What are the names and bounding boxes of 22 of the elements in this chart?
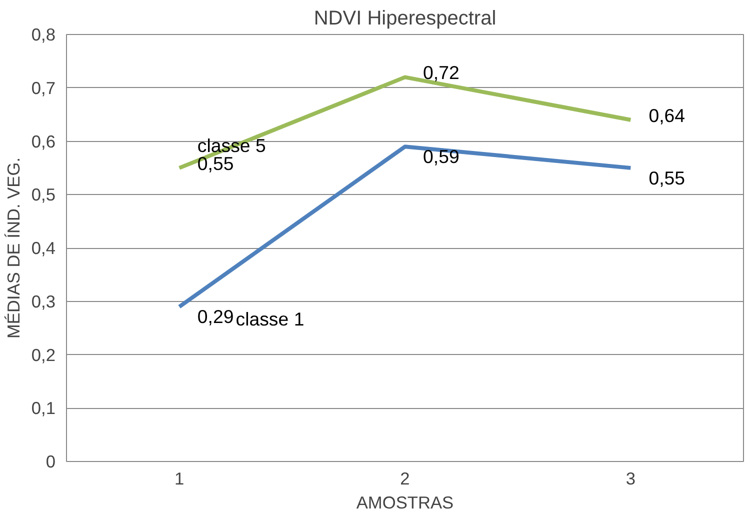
x-tick-label: 2	[400, 468, 410, 488]
x-tick-label: 3	[626, 468, 636, 488]
data-label: 0,55	[648, 167, 686, 188]
y-tick-label: 0	[46, 452, 56, 472]
chart-title: NDVI Hiperespectral	[314, 8, 496, 30]
series-label: classe 1	[236, 308, 304, 330]
data-label: 0,55	[197, 152, 234, 174]
y-tick-label: 0,5	[31, 184, 56, 205]
y-axis-title: MÉDIAS DE ÍND. VEG.	[3, 157, 24, 339]
data-label: 0,72	[423, 62, 460, 84]
data-label: 0,64	[648, 104, 686, 126]
x-axis-title: AMOSTRAS	[356, 492, 454, 512]
y-tick-label: 0,2	[31, 344, 56, 365]
y-tick-label: 0,4	[31, 238, 56, 258]
data-label: 0,59	[423, 146, 460, 168]
x-tick-label: 1	[174, 468, 184, 488]
y-tick-label: 0,6	[31, 131, 56, 152]
y-tick-label: 0,3	[31, 291, 56, 312]
data-label: 0,29	[197, 306, 234, 328]
y-tick-label: 0,1	[31, 398, 56, 418]
y-tick-label: 0,7	[31, 78, 56, 98]
y-tick-label: 0,8	[31, 24, 56, 44]
